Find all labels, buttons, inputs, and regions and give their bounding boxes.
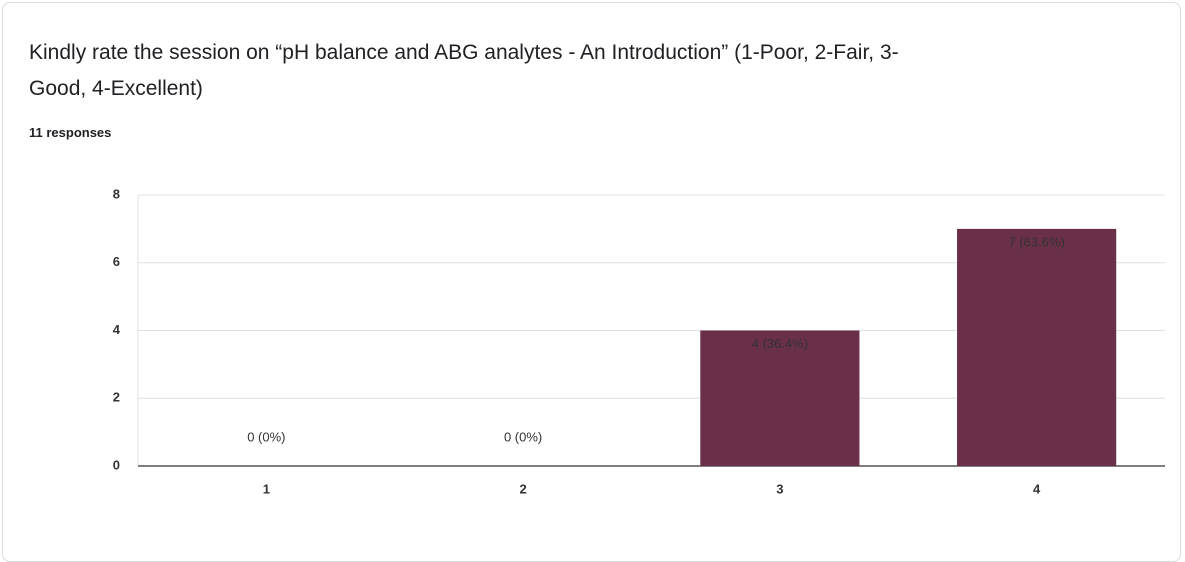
x-tick-label: 1 [263, 481, 270, 496]
x-tick-label: 3 [776, 481, 783, 496]
bar-value-label: 7 (63.6%) [1008, 234, 1064, 249]
bar-value-label: 0 (0%) [504, 429, 542, 444]
x-tick-label: 2 [520, 481, 527, 496]
bar [957, 228, 1117, 466]
y-tick-label: 2 [113, 390, 120, 405]
bar [700, 330, 860, 466]
y-tick-label: 0 [113, 457, 120, 472]
bar-value-label: 4 (36.4%) [752, 336, 808, 351]
response-count: 11 responses [29, 125, 112, 140]
y-tick-label: 6 [113, 254, 120, 269]
y-tick-label: 8 [113, 186, 120, 201]
question-title: Kindly rate the session on “pH balance a… [29, 41, 899, 100]
x-tick-label: 4 [1033, 481, 1041, 496]
bar-value-label: 0 (0%) [247, 429, 285, 444]
y-tick-label: 4 [113, 322, 121, 337]
